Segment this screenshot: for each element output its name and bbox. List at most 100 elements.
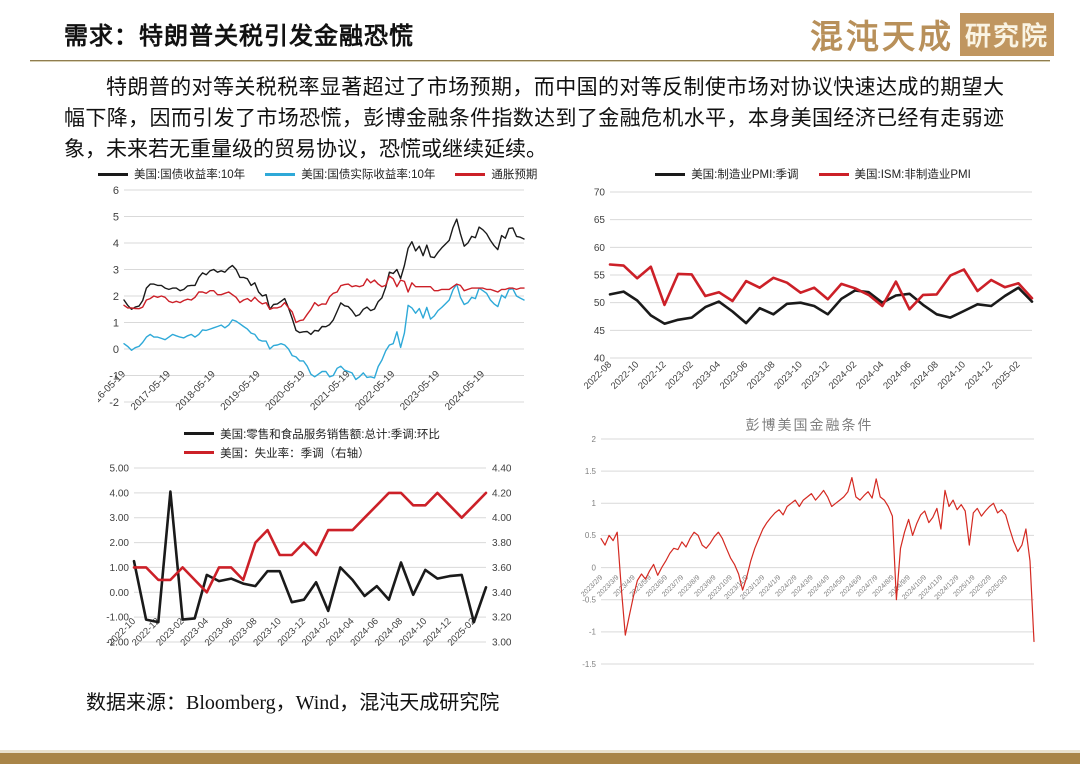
svg-text:2025-02: 2025-02 <box>990 359 1022 391</box>
svg-text:3.00: 3.00 <box>492 638 512 649</box>
svg-text:1: 1 <box>113 317 119 329</box>
svg-text:2024-04: 2024-04 <box>854 359 886 391</box>
us-treasury-yields-legend-item: 通胀预期 <box>455 166 537 182</box>
svg-text:2022-12: 2022-12 <box>636 359 668 391</box>
svg-text:-1.5: -1.5 <box>582 660 596 669</box>
body-paragraph: 特朗普的对等关税税率显著超过了市场预期，而中国的对等反制使市场对协议快速达成的期… <box>64 75 1004 162</box>
series-ism-non-manufacturing-pmi <box>608 263 1034 311</box>
series-us-10y-nominal-yield <box>123 218 525 336</box>
series-manufacturing-pmi <box>608 286 1034 325</box>
legend-line-swatch <box>818 172 849 176</box>
svg-text:50: 50 <box>594 298 606 309</box>
svg-text:6: 6 <box>113 185 119 197</box>
series-inflation-expectation <box>123 275 525 324</box>
us-pmi-legend-item: 美国:制造业PMI:季调 <box>655 166 799 182</box>
us-pmi-legend: 美国:制造业PMI:季调 美国:ISM:非制造业PMI <box>584 164 1042 184</box>
legend-line-swatch <box>184 451 215 454</box>
svg-text:60: 60 <box>594 243 606 254</box>
svg-text:2024-10: 2024-10 <box>936 359 968 391</box>
svg-text:2024-02: 2024-02 <box>827 359 859 391</box>
svg-text:2024-12: 2024-12 <box>963 359 995 391</box>
us-pmi-legend-item: 美国:ISM:非制造业PMI <box>818 166 971 182</box>
bloomberg-us-financial-conditions-title: 彭博美国金融条件 <box>745 419 874 434</box>
legend-line-swatch <box>655 172 686 176</box>
legend-line-swatch <box>265 172 296 176</box>
svg-text:2023-04: 2023-04 <box>691 359 723 391</box>
svg-text:2022-10: 2022-10 <box>609 359 641 391</box>
chart-us-treasury-yields: 美国:国债收益率:10年 美国:国债实际收益率:10年 通胀预期 6 5 4 3 2 1 0 -1 -… <box>84 164 537 427</box>
legend-line-swatch <box>98 172 128 176</box>
svg-text:0: 0 <box>592 563 597 572</box>
series-retail-sales-mom <box>132 490 488 624</box>
svg-text:1.00: 1.00 <box>110 563 130 574</box>
us-treasury-yields-legend: 美国:国债收益率:10年 美国:国债实际收益率:10年 通胀预期 <box>98 164 537 184</box>
bottom-accent-bar <box>0 750 1080 764</box>
svg-text:2024-06: 2024-06 <box>881 359 913 391</box>
legend-line-swatch <box>455 172 486 176</box>
svg-text:-0.5: -0.5 <box>582 596 596 605</box>
svg-text:2023-12: 2023-12 <box>799 359 831 391</box>
svg-text:40: 40 <box>594 354 606 365</box>
svg-text:4.20: 4.20 <box>492 488 512 499</box>
svg-text:0.00: 0.00 <box>110 588 130 599</box>
svg-text:0: 0 <box>113 344 119 356</box>
legend-label: 通胀预期 <box>491 169 538 181</box>
svg-text:55: 55 <box>594 271 606 282</box>
us-treasury-yields-legend-item: 美国:国债收益率:10年 <box>98 166 245 182</box>
svg-text:5.00: 5.00 <box>110 464 130 475</box>
svg-text:2: 2 <box>592 435 597 444</box>
header-divider <box>30 60 1050 62</box>
svg-text:0.5: 0.5 <box>585 531 597 540</box>
svg-text:4.00: 4.00 <box>492 513 512 524</box>
svg-text:3.80: 3.80 <box>492 538 512 549</box>
svg-text:3.00: 3.00 <box>110 513 130 524</box>
us-treasury-yields-legend-item: 美国:国债实际收益率:10年 <box>265 166 435 182</box>
svg-text:1: 1 <box>592 499 597 508</box>
svg-text:-1.00: -1.00 <box>106 613 129 624</box>
svg-text:-2: -2 <box>109 397 119 409</box>
chart-us-retail-unemployment: 美国:零售和食品服务销售额:总计:季调:环比 美国：失业率：季调（右轴） 5.00 4… <box>96 424 528 682</box>
legend-label: 美国:ISM:非制造业PMI <box>854 169 971 181</box>
us-retail-unemployment-legend-item: 美国：失业率：季调（右轴） <box>184 445 370 461</box>
series-financial-conditions-index <box>600 476 1035 643</box>
svg-text:2023-06: 2023-06 <box>718 359 750 391</box>
us-retail-unemployment-legend: 美国:零售和食品服务销售额:总计:季调:环比 美国：失业率：季调（右轴） <box>184 424 440 462</box>
svg-text:1.5: 1.5 <box>585 467 597 476</box>
us-retail-unemployment-legend-item: 美国:零售和食品服务销售额:总计:季调:环比 <box>184 426 440 442</box>
svg-text:4.40: 4.40 <box>492 464 512 475</box>
logo-text: 混沌天成 <box>809 20 954 56</box>
legend-label: 美国:国债收益率:10年 <box>134 169 246 181</box>
svg-text:2.00: 2.00 <box>110 538 130 549</box>
chart-us-pmi: 美国:制造业PMI:季调 美国:ISM:非制造业PMI 70 65 60 55 50 45 40… <box>582 164 1042 423</box>
chart-bloomberg-financial-conditions: 彭博美国金融条件 2 1.5 1 0.5 0 -0.5 -1 -1.5 2023/2/9 2023/… <box>577 415 1042 683</box>
logo-badge: 研究院 <box>959 12 1054 56</box>
svg-text:3.60: 3.60 <box>492 563 512 574</box>
svg-text:4: 4 <box>113 238 119 250</box>
us-retail-unemployment-plot: 5.00 4.00 3.00 2.00 1.00 0.00 -1.00 -2.00 4.40 4.… <box>106 464 512 649</box>
page-title: 需求：特朗普关税引发金融恐慌 <box>64 24 414 50</box>
us-pmi-plot: 706560555045402022-082022-102022-122023-… <box>582 188 1034 392</box>
svg-text:-2.00: -2.00 <box>106 638 129 649</box>
svg-text:2: 2 <box>113 291 119 303</box>
series-us-10y-real-yield <box>123 283 525 381</box>
series-unemployment-rate <box>132 491 488 594</box>
svg-text:3.20: 3.20 <box>492 613 512 624</box>
svg-text:70: 70 <box>594 188 606 199</box>
svg-text:45: 45 <box>594 326 606 337</box>
legend-label: 美国：失业率：季调（右轴） <box>220 447 370 460</box>
bloomberg-us-financial-conditions-plot: 21.510.50-0.5-1-1.52023/2/92023/3/92023/… <box>580 435 1035 669</box>
legend-line-swatch <box>184 432 215 435</box>
svg-text:2023-02: 2023-02 <box>663 359 695 391</box>
data-source-note: 数据来源：Bloomberg，Wind，混沌天成研究院 <box>86 692 500 714</box>
svg-text:2023-10: 2023-10 <box>772 359 804 391</box>
svg-text:5: 5 <box>113 211 119 223</box>
legend-label: 美国:国债实际收益率:10年 <box>301 169 436 181</box>
legend-label: 美国:零售和食品服务销售额:总计:季调:环比 <box>220 428 440 441</box>
svg-text:2024-08: 2024-08 <box>908 359 940 391</box>
svg-text:2023-08: 2023-08 <box>745 359 777 391</box>
svg-text:4.00: 4.00 <box>110 488 130 499</box>
svg-text:3: 3 <box>113 264 119 276</box>
legend-label: 美国:制造业PMI:季调 <box>691 169 799 181</box>
